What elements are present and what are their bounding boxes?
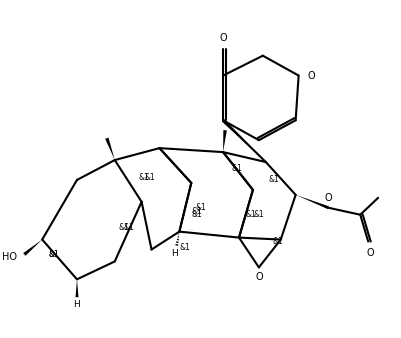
Text: O: O: [324, 193, 332, 203]
Polygon shape: [221, 119, 265, 162]
Text: &1: &1: [144, 173, 154, 183]
Polygon shape: [23, 240, 42, 256]
Text: &1: &1: [191, 207, 202, 216]
Polygon shape: [105, 138, 114, 160]
Text: &1: &1: [118, 223, 129, 232]
Text: &1: &1: [231, 164, 241, 172]
Text: H: H: [170, 249, 177, 258]
Polygon shape: [75, 279, 78, 297]
Text: O: O: [219, 33, 226, 43]
Text: &1: &1: [272, 237, 283, 246]
Text: &1: &1: [253, 210, 264, 219]
Text: O: O: [254, 272, 262, 282]
Text: HO: HO: [2, 252, 17, 263]
Text: H: H: [73, 300, 80, 309]
Text: &1: &1: [179, 243, 190, 252]
Text: O: O: [307, 71, 314, 80]
Text: &1: &1: [191, 210, 202, 219]
Text: &1: &1: [245, 210, 255, 219]
Text: O: O: [365, 248, 373, 259]
Text: &1: &1: [268, 175, 279, 185]
Text: &1: &1: [195, 203, 206, 212]
Text: &1: &1: [49, 250, 59, 259]
Text: &1: &1: [138, 173, 149, 183]
Polygon shape: [223, 130, 226, 152]
Polygon shape: [295, 195, 328, 209]
Text: &1: &1: [49, 250, 59, 259]
Text: &1: &1: [124, 223, 134, 232]
